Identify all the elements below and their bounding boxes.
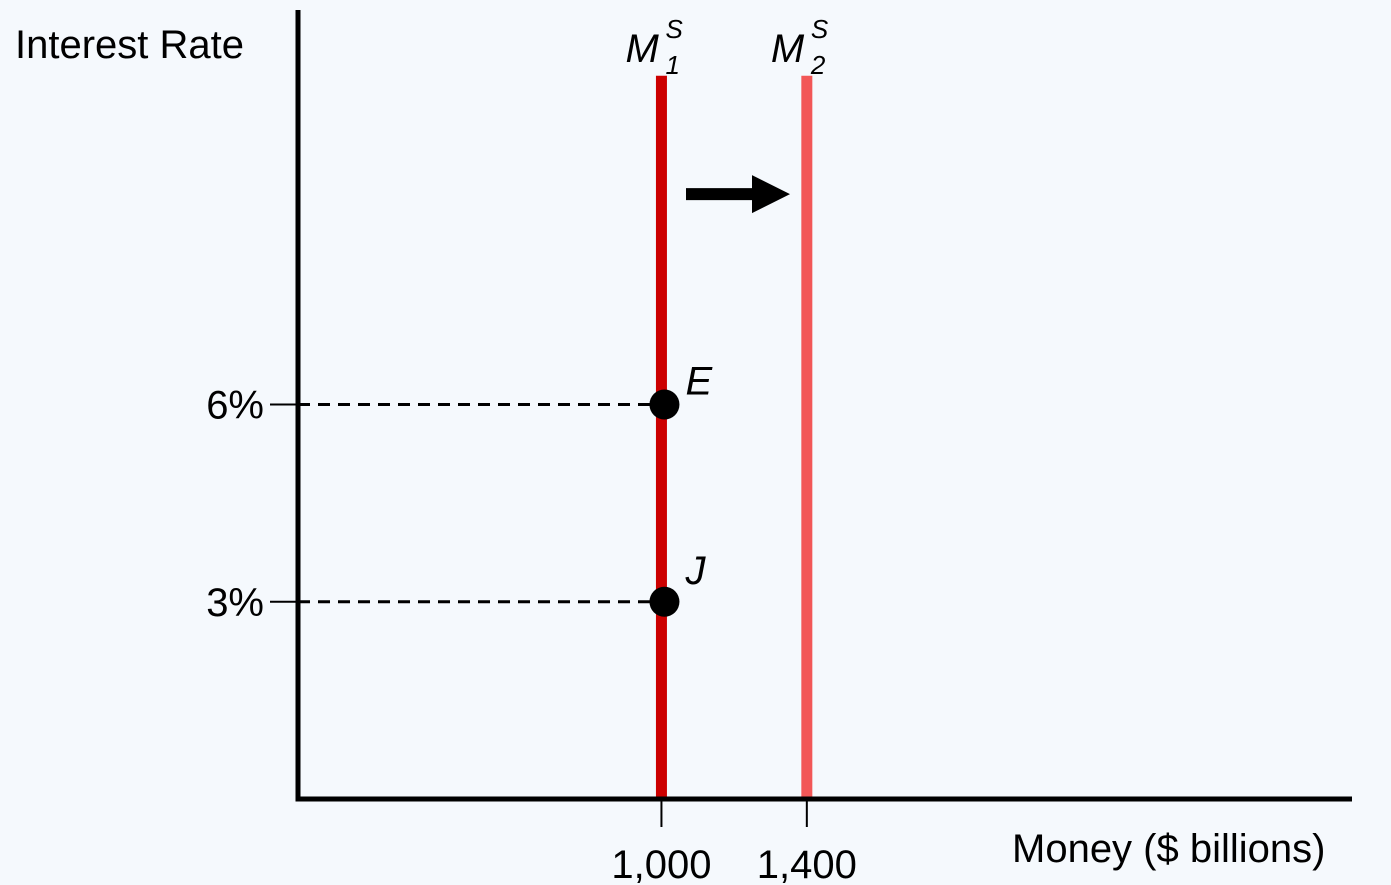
series-label-sup: S: [665, 14, 683, 44]
series-label-main: M: [625, 27, 659, 71]
ticks: 6% 3% 1,000 1,400: [206, 384, 857, 885]
axes: [295, 10, 1352, 802]
guide-lines: [298, 403, 662, 604]
point-J: [649, 586, 680, 617]
y-tick-label: 6%: [206, 384, 264, 428]
point-E: [649, 389, 680, 420]
series-label-main: M: [771, 27, 805, 71]
series-label-sup: S: [811, 14, 829, 44]
shift-arrow-head: [752, 175, 790, 214]
equilibrium-points: EJ: [649, 360, 713, 617]
series-label-sub: 2: [810, 50, 826, 80]
x-axis-label: Money ($ billions): [1012, 827, 1325, 871]
point-label: E: [685, 360, 713, 404]
supply-curves: M S1 M S2: [625, 14, 829, 797]
y-tick-label: 3%: [206, 581, 264, 625]
series-label-sub: 1: [665, 50, 679, 80]
y-axis-label: Interest Rate: [15, 23, 244, 67]
shift-arrow: [686, 175, 790, 214]
point-label: J: [684, 549, 706, 593]
x-tick-label: 1,000: [611, 843, 711, 885]
x-tick-label: 1,400: [757, 843, 857, 885]
